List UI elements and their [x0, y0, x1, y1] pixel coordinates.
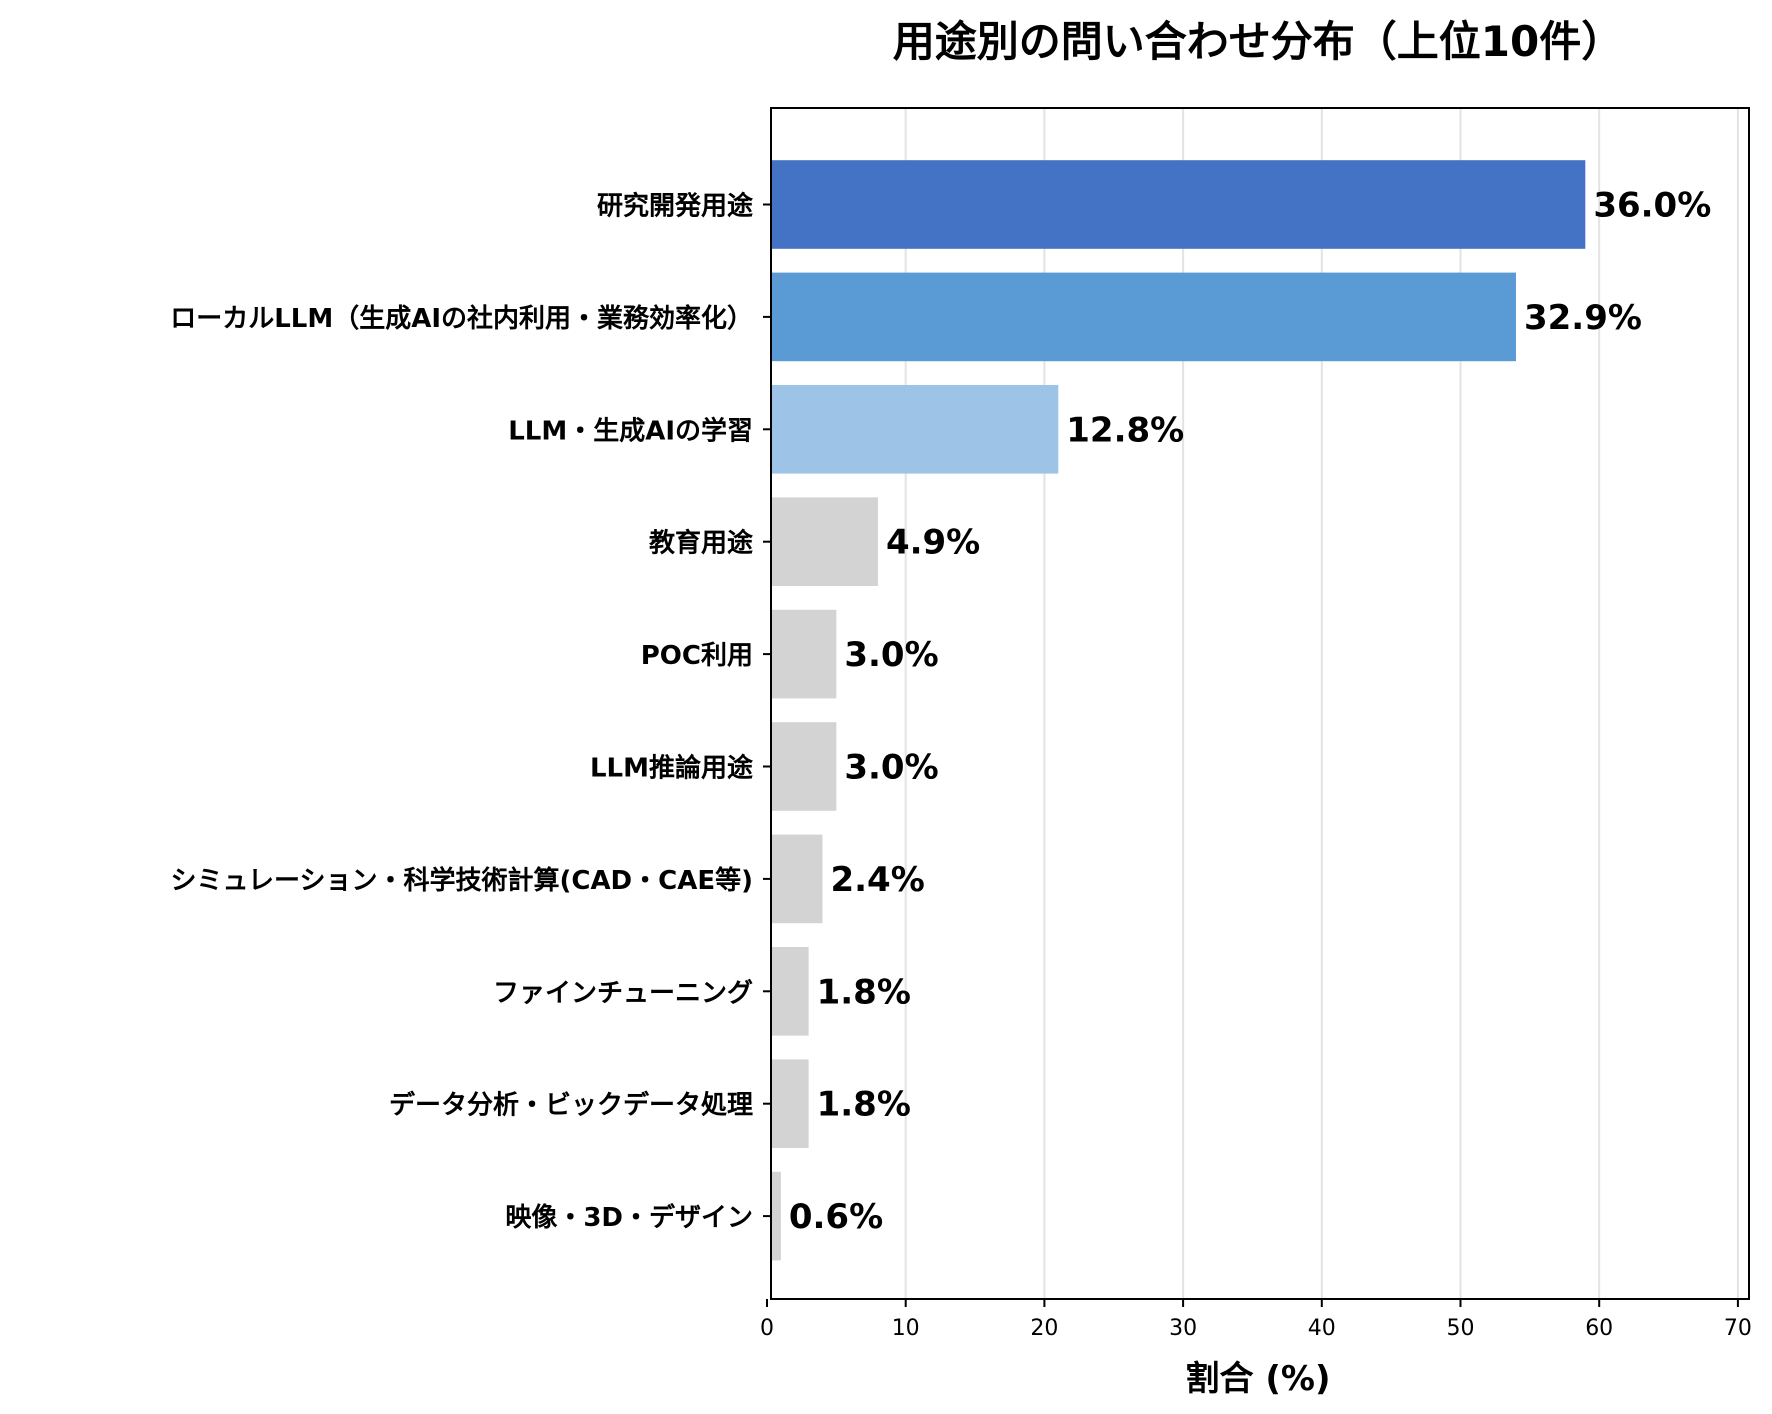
- x-tick-label: 40: [1308, 1316, 1336, 1341]
- category-label: データ分析・ビックデータ処理: [389, 1090, 753, 1121]
- bar: [771, 722, 837, 811]
- category-label: 教育用途: [649, 528, 754, 559]
- category-label: 研究開発用途: [597, 191, 754, 222]
- value-label: 0.6%: [789, 1197, 883, 1237]
- category-label: シミュレーション・科学技術計算(CAD・CAE等): [171, 865, 753, 896]
- bar: [771, 160, 1586, 249]
- value-label: 3.0%: [844, 748, 938, 788]
- value-label: 32.9%: [1524, 298, 1642, 338]
- plot-frame: [770, 107, 1750, 1300]
- x-tick-label: 0: [760, 1316, 774, 1341]
- x-tick-label: 50: [1447, 1316, 1475, 1341]
- x-tick-label: 60: [1585, 1316, 1613, 1341]
- category-label: LLM・生成AIの学習: [508, 415, 753, 446]
- chart-title: 用途別の問い合わせ分布（上位10件）: [893, 17, 1623, 66]
- value-label: 1.8%: [817, 1085, 911, 1125]
- bar: [771, 834, 823, 924]
- category-label: POC利用: [641, 641, 753, 671]
- x-tick-label: 70: [1724, 1316, 1752, 1341]
- x-axis-label: 割合 (%): [1186, 1359, 1331, 1399]
- value-label: 3.0%: [844, 635, 938, 675]
- bar: [771, 497, 878, 586]
- category-label: ファインチューニング: [493, 978, 753, 1008]
- bar: [771, 272, 1516, 362]
- bar: [771, 1059, 809, 1148]
- category-label: ローカルLLM（生成AIの社内利用・業務効率化）: [170, 303, 753, 334]
- x-tick-label: 30: [1169, 1316, 1197, 1341]
- bar: [771, 1171, 781, 1261]
- value-label: 36.0%: [1593, 186, 1711, 226]
- value-label: 1.8%: [817, 972, 911, 1012]
- value-label: 2.4%: [830, 860, 924, 900]
- category-label: LLM推論用途: [590, 753, 754, 784]
- bar: [771, 947, 809, 1036]
- x-tick-label: 20: [1030, 1316, 1058, 1341]
- category-label: 映像・3D・デザイン: [505, 1202, 753, 1233]
- bar: [771, 609, 837, 699]
- bar: [771, 385, 1059, 474]
- value-label: 12.8%: [1066, 410, 1184, 450]
- x-tick-label: 10: [892, 1316, 920, 1341]
- value-label: 4.9%: [886, 523, 980, 563]
